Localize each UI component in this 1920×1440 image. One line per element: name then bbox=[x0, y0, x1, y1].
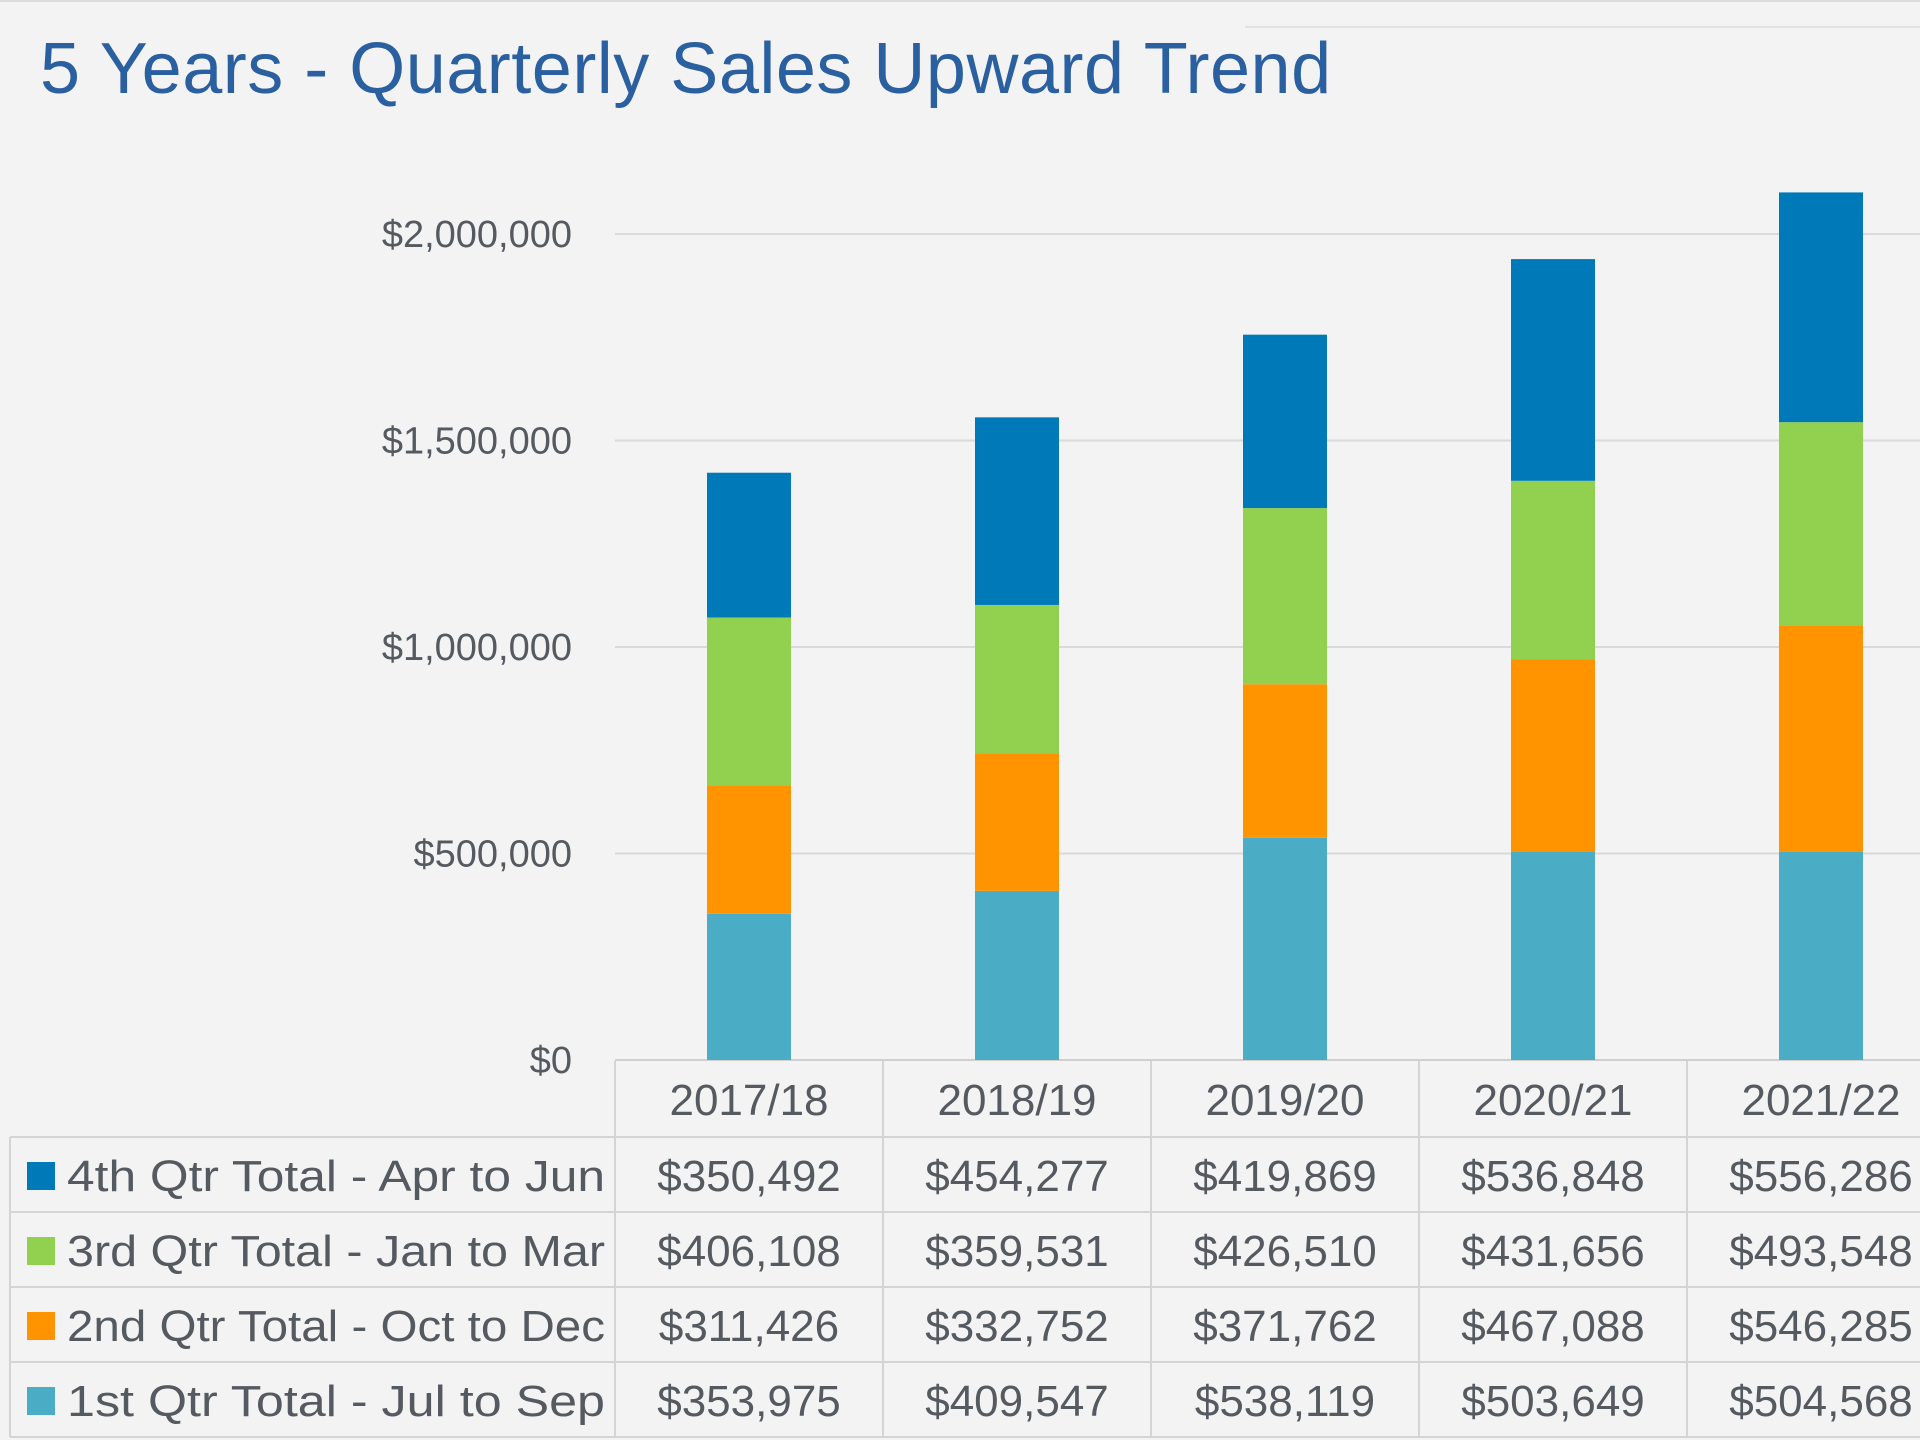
bar-segment bbox=[975, 753, 1059, 891]
legend-swatch bbox=[27, 1162, 55, 1190]
y-axis: $0 $500,000 $1,000,000 $1,500,000 $2,000,000 bbox=[382, 214, 572, 1082]
bar-segment bbox=[975, 890, 1059, 1060]
data-label: $503,649 bbox=[1461, 1377, 1645, 1426]
data-label: $504,568 bbox=[1729, 1377, 1913, 1426]
legend-swatch bbox=[27, 1387, 55, 1415]
bar-segment bbox=[1511, 480, 1595, 660]
legend-label: 4th Qtr Total - Apr to Jun bbox=[67, 1152, 605, 1201]
bar-segment bbox=[1511, 259, 1595, 481]
bar-segment bbox=[975, 604, 1059, 754]
legend-label: 1st Qtr Total - Jul to Sep bbox=[67, 1377, 605, 1426]
bar-segment bbox=[707, 913, 791, 1060]
legend-swatch bbox=[27, 1312, 55, 1340]
x-category-label: 2021/22 bbox=[1741, 1076, 1900, 1125]
legend-swatch bbox=[27, 1237, 55, 1265]
bar-segment bbox=[1779, 192, 1863, 423]
data-table: 2017/18 2018/19 2019/20 2020/21 2021/22 4th Q… bbox=[9, 1061, 1920, 1438]
y-tick-label: $1,000,000 bbox=[382, 627, 572, 669]
legend-label: 3rd Qtr Total - Jan to Mar bbox=[67, 1227, 605, 1276]
bar-segment bbox=[1779, 422, 1863, 626]
y-tick-label: $500,000 bbox=[414, 834, 573, 876]
bar-segment bbox=[1779, 851, 1863, 1060]
bar-segment bbox=[1511, 851, 1595, 1060]
top-border bbox=[0, 0, 1920, 2]
data-label: $431,656 bbox=[1461, 1227, 1645, 1276]
data-label: $371,762 bbox=[1193, 1302, 1377, 1351]
bar-segment bbox=[1243, 684, 1327, 838]
bar-segment bbox=[707, 785, 791, 914]
data-label: $332,752 bbox=[925, 1302, 1109, 1351]
bars bbox=[707, 192, 1863, 1060]
data-label: $409,547 bbox=[925, 1377, 1109, 1426]
data-label: $406,108 bbox=[657, 1227, 841, 1276]
y-tick-label: $1,500,000 bbox=[382, 421, 572, 463]
bar-segment bbox=[975, 417, 1059, 605]
data-label: $426,510 bbox=[1193, 1227, 1377, 1276]
data-label: $538,119 bbox=[1195, 1377, 1375, 1426]
data-label: $536,848 bbox=[1461, 1152, 1645, 1201]
bar-segment bbox=[1243, 334, 1327, 509]
bar-segment bbox=[1243, 837, 1327, 1060]
x-category-label: 2019/20 bbox=[1205, 1076, 1364, 1125]
data-label: $311,426 bbox=[659, 1302, 839, 1351]
bar-segment bbox=[1779, 625, 1863, 852]
data-label: $546,285 bbox=[1729, 1302, 1913, 1351]
data-label: $350,492 bbox=[657, 1152, 841, 1201]
legend-label: 2nd Qtr Total - Oct to Dec bbox=[67, 1302, 605, 1351]
x-category-label: 2020/21 bbox=[1473, 1076, 1632, 1125]
y-tick-label: $2,000,000 bbox=[382, 214, 572, 256]
bar-segment bbox=[1511, 659, 1595, 852]
data-label: $359,531 bbox=[925, 1227, 1109, 1276]
bar-segment bbox=[707, 617, 791, 786]
data-label: $419,869 bbox=[1193, 1152, 1377, 1201]
data-label: $467,088 bbox=[1461, 1302, 1645, 1351]
chart-title: 5 Years - Quarterly Sales Upward Trend bbox=[40, 29, 1332, 109]
data-label: $454,277 bbox=[925, 1152, 1109, 1201]
data-label: $556,286 bbox=[1729, 1152, 1913, 1201]
x-category-label: 2018/19 bbox=[937, 1076, 1096, 1125]
bar-segment bbox=[1243, 508, 1327, 685]
data-label: $493,548 bbox=[1729, 1227, 1913, 1276]
y-tick-label: $0 bbox=[530, 1040, 572, 1082]
header-rule bbox=[1245, 26, 1920, 28]
bar-segment bbox=[707, 472, 791, 618]
data-label: $353,975 bbox=[657, 1377, 841, 1426]
x-category-label: 2017/18 bbox=[669, 1076, 828, 1125]
